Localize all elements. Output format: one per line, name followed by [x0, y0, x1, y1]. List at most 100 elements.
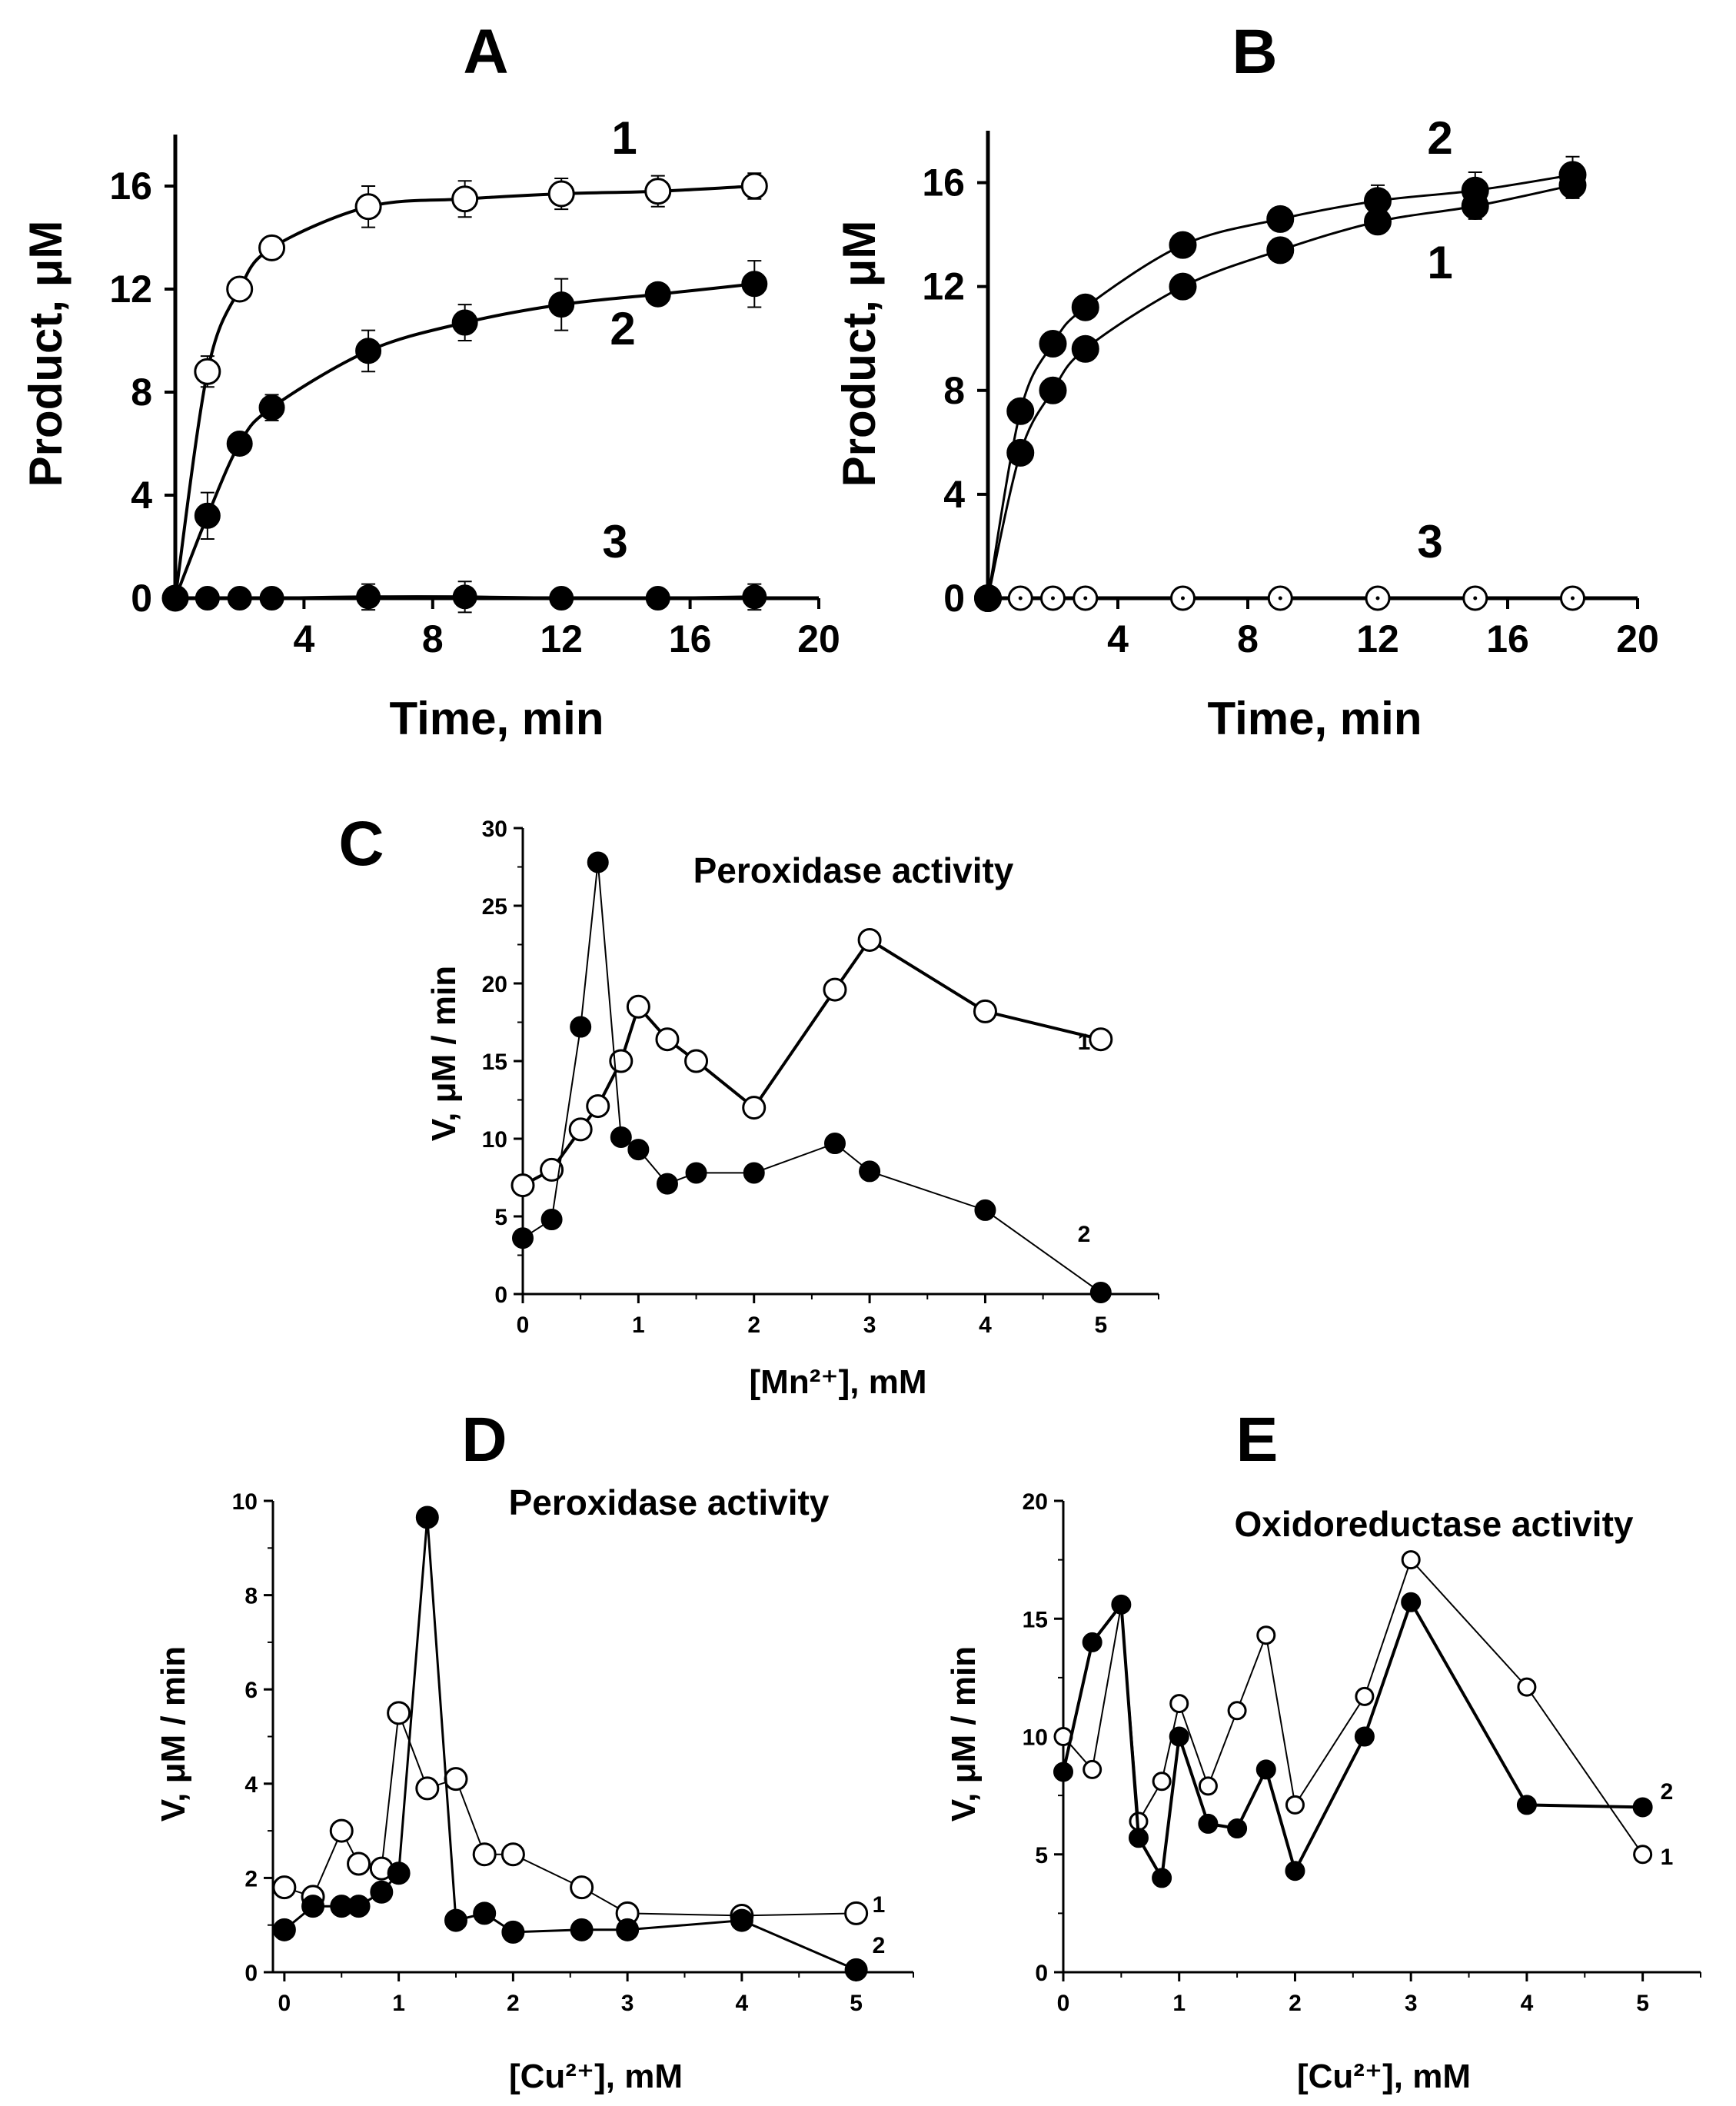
data-point — [1169, 1726, 1189, 1747]
data-point — [844, 1901, 869, 1925]
y-tick-label: 10 — [482, 1127, 507, 1153]
series-line — [1063, 1558, 1644, 1855]
y-tick-label: 8 — [131, 371, 152, 414]
data-point — [610, 1126, 632, 1148]
data-point-dot — [1181, 596, 1185, 601]
data-point — [272, 1875, 297, 1900]
series-line — [283, 1517, 857, 1971]
data-point — [1152, 1772, 1172, 1792]
data-point — [1355, 1686, 1375, 1706]
data-point — [1071, 334, 1099, 363]
data-point — [740, 172, 768, 200]
data-point — [1401, 1592, 1422, 1612]
x-tick-label: 5 — [1094, 1313, 1107, 1338]
y-tick-label: 15 — [1023, 1607, 1048, 1632]
data-point — [548, 291, 575, 318]
data-point — [586, 1094, 610, 1119]
data-point — [1354, 1726, 1375, 1747]
y-axis-label: V, μM / min — [945, 1646, 983, 1822]
data-point — [1053, 1762, 1073, 1782]
data-point — [355, 338, 382, 364]
y-tick-label: 0 — [1035, 1961, 1048, 1986]
x-tick-label: 8 — [1237, 617, 1259, 660]
data-point — [258, 394, 285, 421]
data-point — [859, 1160, 881, 1183]
curve-label: 1 — [873, 1892, 886, 1918]
series-2 — [162, 260, 768, 611]
data-point-dot — [1375, 596, 1380, 601]
data-point — [685, 1162, 707, 1184]
data-point — [1285, 1795, 1305, 1815]
data-point — [329, 1818, 354, 1843]
data-point — [540, 1209, 563, 1231]
data-point — [387, 1861, 411, 1885]
data-point — [510, 1173, 535, 1198]
data-point — [258, 234, 286, 261]
data-point-dot — [1051, 596, 1055, 601]
y-tick-label: 4 — [131, 474, 152, 517]
data-point — [512, 1227, 534, 1249]
data-point — [656, 1173, 678, 1195]
x-tick-label: 5 — [850, 1991, 863, 2016]
y-axis-label: Product, μM — [20, 221, 72, 487]
curve-label: 3 — [1417, 516, 1442, 567]
curve-label: 2 — [873, 1933, 886, 1958]
x-tick-label: 1 — [392, 1991, 405, 2016]
x-tick-label: 3 — [1405, 1991, 1418, 2016]
data-point — [194, 502, 221, 529]
series-1 — [974, 171, 1587, 612]
x-tick-label: 0 — [1057, 1991, 1070, 2016]
x-axis-label: Time, min — [1208, 693, 1422, 744]
y-tick-label: 10 — [1023, 1725, 1048, 1751]
data-point — [974, 1199, 996, 1221]
data-point — [1089, 1027, 1113, 1052]
y-tick-label: 12 — [922, 265, 965, 308]
data-point — [742, 1096, 767, 1120]
data-point — [823, 977, 847, 1002]
x-tick-label: 4 — [1521, 1991, 1534, 2016]
y-tick-label: 8 — [943, 369, 965, 412]
data-point — [370, 1880, 394, 1904]
data-point — [1169, 272, 1197, 301]
data-point — [741, 271, 768, 298]
data-point — [587, 851, 609, 873]
data-point — [1111, 1594, 1132, 1615]
data-point — [1071, 293, 1099, 321]
y-tick-label: 0 — [131, 577, 152, 620]
data-point — [1006, 397, 1035, 425]
data-point — [1227, 1701, 1247, 1721]
data-point — [1633, 1845, 1653, 1865]
data-point — [452, 584, 477, 610]
data-point-dot — [1473, 596, 1478, 601]
data-point — [844, 1958, 868, 1981]
chart-title: Peroxidase activity — [509, 1482, 830, 1522]
panel-label: A — [463, 17, 508, 87]
x-tick-label: 5 — [1636, 1991, 1649, 2016]
curve-label: 1 — [611, 112, 637, 164]
panel-e: E Oxidoreductase activity 0 1 2 3 4 5 0 5 10 15 20 [C… — [945, 1405, 1701, 2095]
data-point — [272, 1918, 296, 1941]
panel-label: D — [461, 1405, 507, 1475]
data-point — [570, 1875, 594, 1900]
curve-label: 1 — [1661, 1845, 1674, 1870]
x-tick-label: 1 — [1172, 1991, 1186, 2016]
x-tick-label: 4 — [1107, 617, 1129, 660]
data-point — [415, 1505, 439, 1529]
data-point — [226, 275, 254, 303]
y-tick-label: 0 — [244, 1961, 258, 1986]
curve-label: 2 — [610, 303, 635, 354]
data-point-dot — [1571, 596, 1575, 601]
x-tick-label: 4 — [736, 1991, 749, 2016]
y-tick-label: 0 — [494, 1283, 507, 1308]
x-tick-label: 12 — [540, 617, 583, 660]
panel-c: C Peroxidase activity 0 1 2 3 4 5 0 5 10 15 20 25 30 [M… — [338, 809, 1159, 1401]
data-point — [1516, 1795, 1537, 1815]
panel-label: E — [1236, 1405, 1279, 1475]
data-point — [1169, 231, 1197, 259]
x-axis-label: [Cu²⁺], mM — [1297, 2058, 1471, 2095]
y-tick-label: 12 — [109, 268, 152, 311]
data-point — [444, 1767, 468, 1792]
